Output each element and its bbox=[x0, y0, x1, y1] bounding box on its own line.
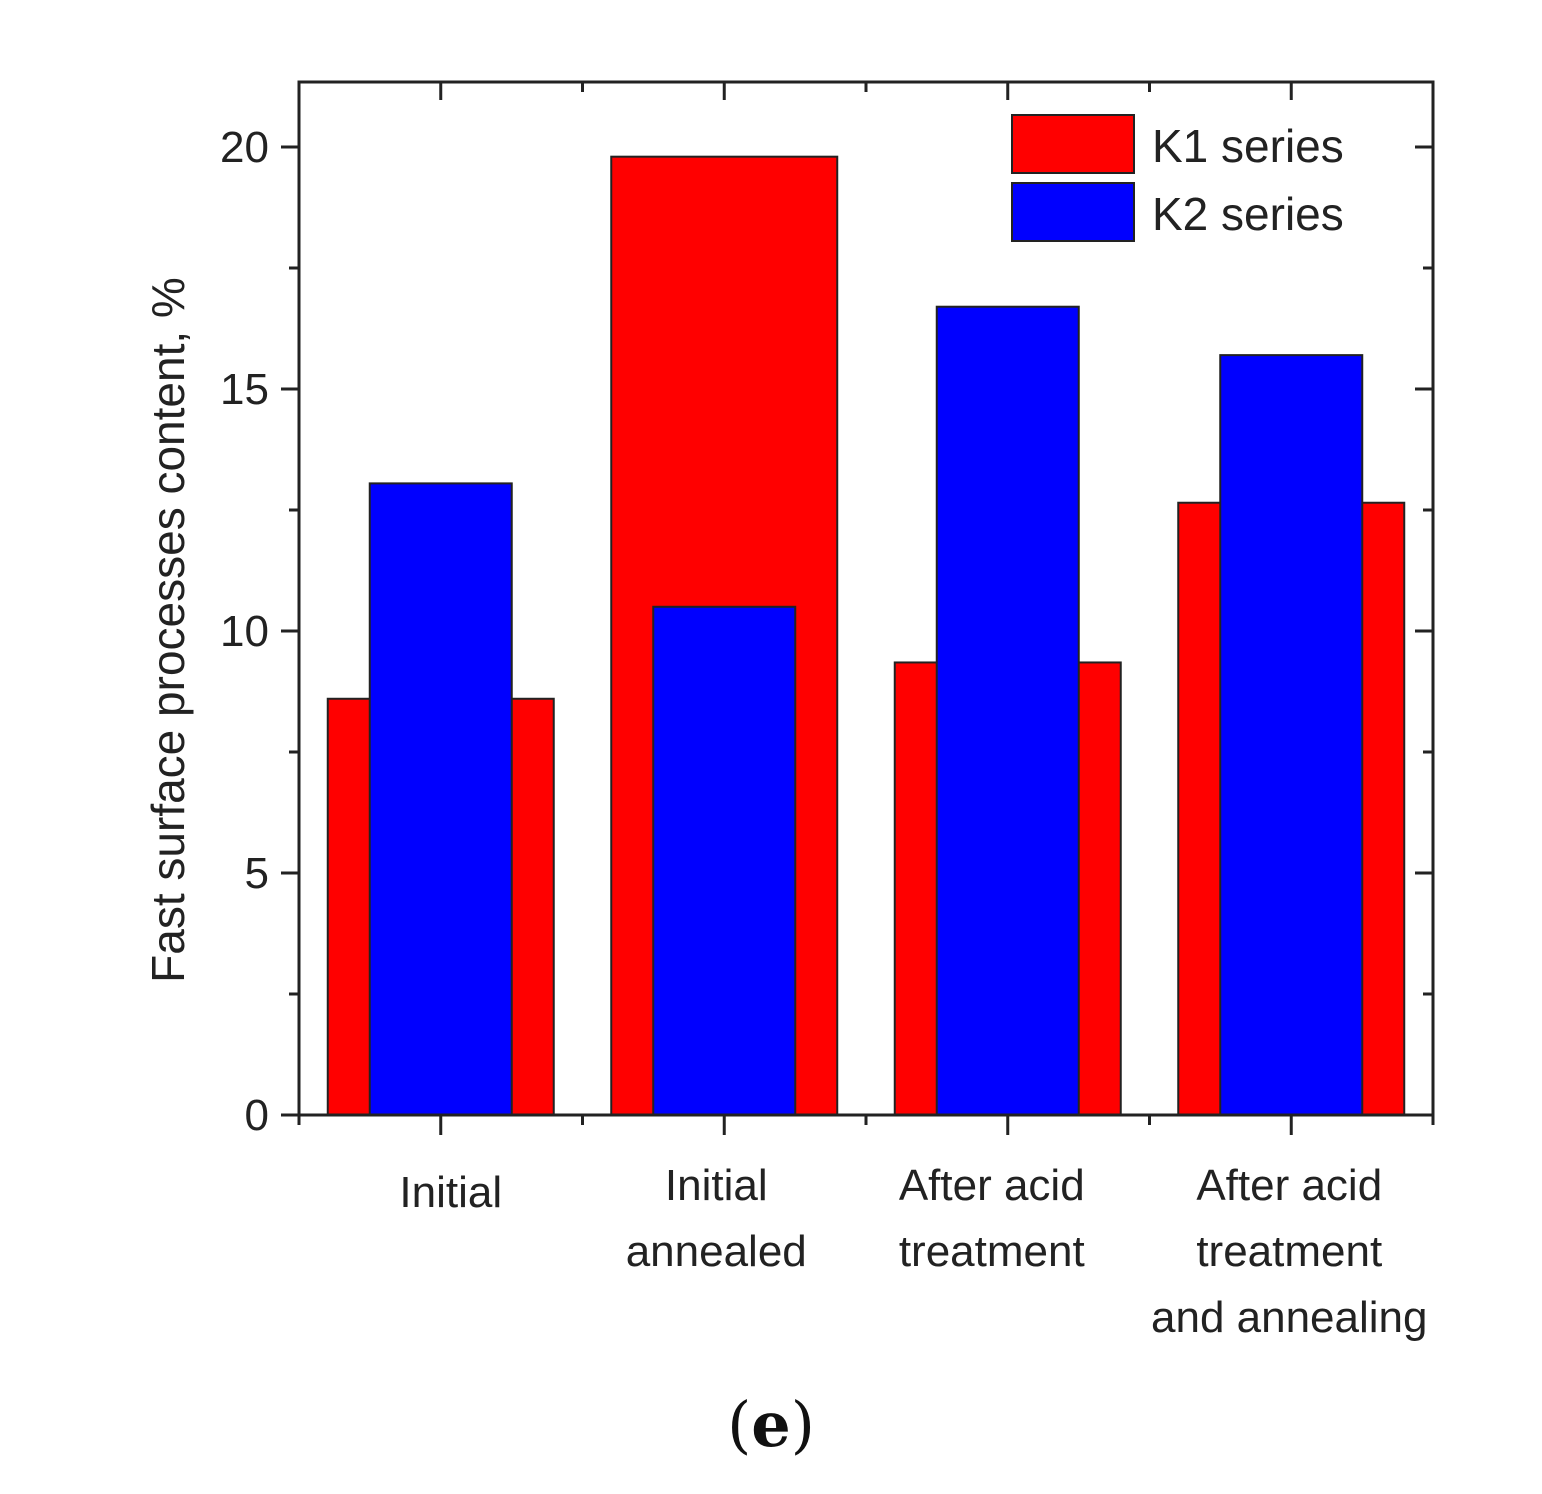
y-axis-label: Fast surface processes content, % bbox=[142, 277, 194, 983]
panel-letter: e bbox=[751, 1388, 791, 1461]
xtick-label-3: treatment bbox=[1196, 1227, 1382, 1276]
ytick-label: 15 bbox=[220, 365, 269, 414]
ytick-label: 20 bbox=[220, 123, 269, 172]
xtick-label-3: and annealing bbox=[1151, 1293, 1427, 1342]
legend-label-k2: K2 series bbox=[1152, 188, 1344, 240]
xtick-label-1: annealed bbox=[626, 1227, 807, 1276]
k2-series-bars bbox=[368, 305, 1364, 1117]
xtick-label-2: treatment bbox=[899, 1227, 1085, 1276]
xtick-label-3: After acid bbox=[1196, 1161, 1382, 1210]
panel-label: (e) bbox=[727, 1388, 815, 1461]
x-tick-labels: Initial Initial annealed After acid treatmen… bbox=[399, 1161, 1427, 1342]
bar-k2-2 bbox=[935, 305, 1080, 1117]
legend-swatch-k1 bbox=[1011, 114, 1135, 174]
xtick-label-0: Initial bbox=[399, 1168, 502, 1217]
legend-label-k1: K1 series bbox=[1152, 120, 1344, 172]
xtick-label-2: After acid bbox=[899, 1161, 1085, 1210]
bar-k2-3 bbox=[1219, 354, 1364, 1116]
bar-k2-0 bbox=[368, 482, 513, 1116]
legend: K1 series K2 series bbox=[1011, 114, 1344, 242]
ytick-label: 5 bbox=[245, 849, 269, 898]
legend-swatch-k2 bbox=[1011, 182, 1135, 242]
ytick-label: 10 bbox=[220, 607, 269, 656]
ytick-label: 0 bbox=[245, 1091, 269, 1140]
y-tick-labels: 0 5 10 15 20 bbox=[220, 123, 269, 1140]
axis-ticks bbox=[281, 82, 1435, 1135]
bar-k2-1 bbox=[652, 605, 797, 1116]
xtick-label-1: Initial bbox=[665, 1161, 768, 1210]
